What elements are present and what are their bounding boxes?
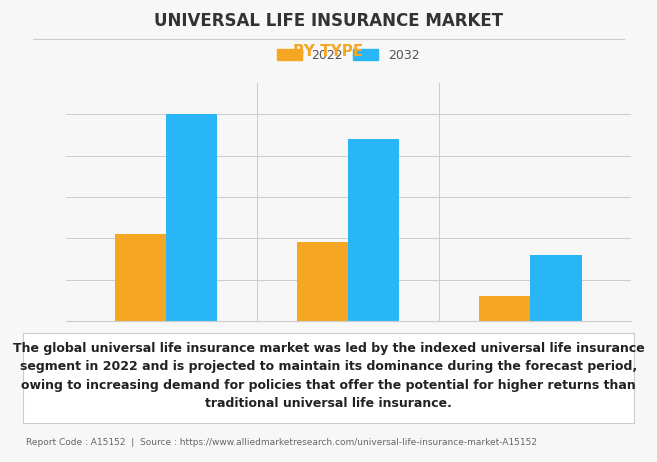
Bar — [166, 114, 217, 321]
Bar — [530, 255, 581, 321]
Text: Report Code : A15152  |  Source : https://www.alliedmarketresearch.com/universal: Report Code : A15152 | Source : https://… — [26, 438, 537, 447]
Bar — [348, 139, 399, 321]
Text: The global universal life insurance market was led by the indexed universal life: The global universal life insurance mark… — [12, 341, 645, 410]
Bar — [480, 296, 530, 321]
Text: BY TYPE: BY TYPE — [294, 44, 363, 59]
Bar — [115, 234, 166, 321]
Text: UNIVERSAL LIFE INSURANCE MARKET: UNIVERSAL LIFE INSURANCE MARKET — [154, 12, 503, 30]
Bar — [297, 243, 348, 321]
Legend: 2022, 2032: 2022, 2032 — [277, 49, 420, 62]
